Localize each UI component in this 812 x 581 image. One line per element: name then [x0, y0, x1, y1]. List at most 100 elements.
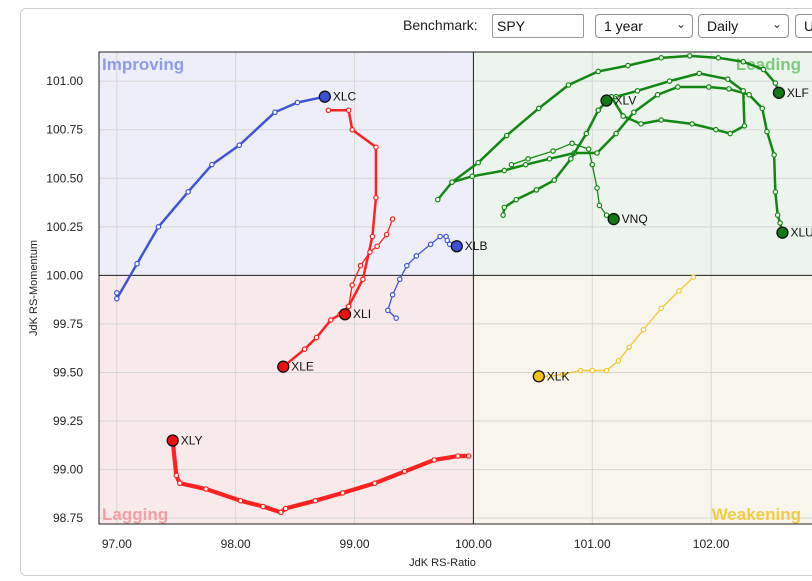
series-label: XLB — [465, 239, 488, 253]
benchmark-label: Benchmark: — [403, 17, 478, 33]
trail-point — [369, 233, 376, 240]
x-tick-label: 101.00 — [574, 537, 611, 551]
trail-point — [173, 472, 180, 479]
trail-point — [437, 233, 443, 240]
head-marker — [318, 90, 331, 103]
trail-point — [640, 326, 647, 333]
head-marker — [277, 360, 290, 373]
trail-point — [500, 212, 506, 218]
trail-point — [676, 288, 682, 294]
trail-point — [260, 503, 266, 510]
trail-point — [396, 276, 403, 283]
head-marker — [532, 370, 545, 383]
quadrant-label-weakening: Weakening — [712, 505, 801, 524]
trail-point — [546, 373, 553, 380]
trail-point — [389, 216, 396, 222]
trail-point — [513, 196, 520, 203]
quadrant-label-leading: Leading — [736, 55, 801, 74]
y-tick-label: 100.00 — [46, 268, 83, 282]
trail-line — [450, 54, 781, 184]
trail-point — [278, 509, 284, 516]
head-marker — [450, 240, 463, 253]
trail-point — [595, 107, 602, 114]
trail-point — [294, 99, 301, 106]
trail-point — [759, 105, 766, 112]
series-xlk: XLK — [532, 274, 697, 383]
trail-point — [522, 161, 529, 168]
trail-point — [393, 315, 399, 321]
trail-point — [360, 276, 366, 283]
trail-point — [589, 367, 596, 374]
trail-point — [658, 55, 665, 61]
y-tick-label: 100.50 — [46, 171, 83, 185]
trail-point — [615, 358, 622, 364]
y-tick-label: 99.25 — [53, 414, 83, 428]
series-label: XLV — [615, 94, 637, 108]
series-xlb: XLB — [385, 233, 488, 321]
trail-point — [508, 161, 515, 168]
trail-point — [772, 189, 779, 195]
trail-point — [475, 159, 481, 166]
trail-point — [690, 274, 697, 281]
trail-point — [654, 91, 661, 98]
trail-point — [777, 220, 783, 226]
x-tick-label: 100.00 — [455, 537, 492, 551]
trail-point — [546, 156, 553, 162]
trail-point — [638, 121, 644, 127]
trail-point — [374, 243, 380, 250]
toolbar: Benchmark: 1 year ⌄ Daily ⌄ U — [0, 0, 812, 44]
quadrant-lagging — [99, 275, 474, 524]
series-vnq: VNQ — [508, 140, 648, 226]
trail-line — [436, 85, 784, 234]
trail-point — [373, 194, 379, 201]
trail-point — [746, 91, 752, 98]
trail-point — [237, 497, 244, 504]
trail-point — [596, 202, 603, 209]
trail-point — [603, 212, 610, 218]
trail-point — [345, 107, 352, 114]
trail-point — [236, 142, 243, 149]
period-select[interactable]: 1 year ⌄ — [595, 14, 693, 38]
trail-point — [404, 262, 410, 269]
trail-point — [658, 117, 665, 123]
y-tick-label: 100.75 — [46, 123, 83, 137]
trail-point — [689, 121, 695, 127]
frequency-select[interactable]: Daily ⌄ — [698, 14, 789, 38]
series-xlf: XLF — [449, 53, 809, 185]
head-marker — [338, 308, 352, 321]
trail-point — [501, 204, 508, 211]
trail-point — [465, 453, 472, 459]
trail-point — [535, 105, 542, 112]
trail-point — [613, 130, 619, 137]
series-label: XLK — [547, 369, 570, 383]
series-label: XLF — [787, 86, 809, 100]
benchmark-input[interactable] — [492, 14, 584, 38]
trail-point — [449, 179, 455, 185]
trail-point — [272, 109, 278, 116]
x-tick-label: 102.00 — [693, 537, 730, 551]
trail-point — [715, 55, 722, 61]
trail-point — [658, 305, 665, 312]
trail-point — [634, 88, 641, 94]
extra-select[interactable]: U — [795, 14, 812, 38]
head-marker — [776, 226, 789, 239]
trail-point — [613, 93, 619, 100]
trail-point — [603, 367, 610, 374]
trail-line — [115, 95, 327, 300]
series-xlu: XLU — [434, 84, 812, 240]
trail-point — [501, 167, 508, 174]
series-xly: XLY — [166, 433, 472, 516]
trail-point — [772, 80, 779, 86]
trail-point — [427, 241, 434, 248]
trail-point — [686, 53, 693, 59]
trail-point — [525, 156, 531, 162]
trail-point — [594, 185, 600, 191]
trail-point — [301, 346, 308, 352]
series-xle: XLE — [277, 107, 379, 374]
trail-point — [625, 62, 631, 69]
trail-line — [510, 142, 615, 220]
trail-point — [349, 282, 355, 288]
chevron-down-icon: ⌄ — [675, 17, 686, 31]
trail-point — [764, 128, 770, 135]
